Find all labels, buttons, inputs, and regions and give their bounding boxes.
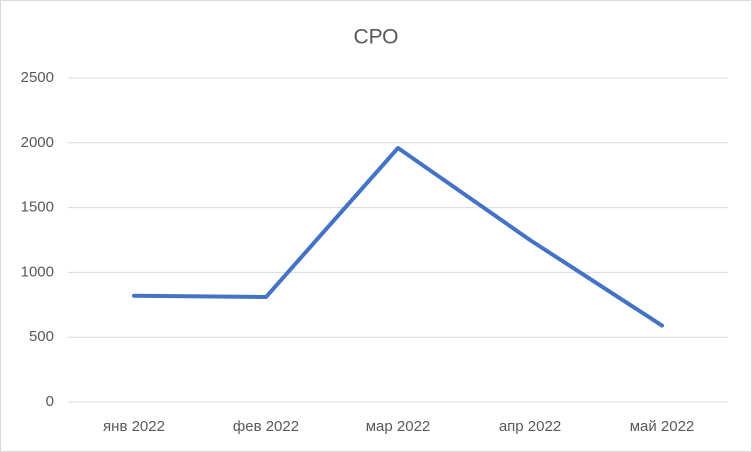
x-tick-label: янв 2022: [103, 418, 165, 435]
y-tick-label: 1500: [21, 199, 54, 216]
y-tick-label: 1000: [21, 263, 54, 280]
chart-title: СРО: [353, 26, 398, 49]
y-tick-label: 2500: [21, 69, 54, 86]
y-tick-label: 500: [29, 328, 54, 345]
data-line: [132, 145, 664, 328]
x-tick-label: фев 2022: [233, 418, 299, 435]
x-tick-label: май 2022: [630, 418, 695, 435]
y-tick-label: 2000: [21, 134, 54, 151]
y-tick-label: 0: [46, 393, 54, 410]
x-tick-label: мар 2022: [366, 418, 431, 435]
x-tick-label: апр 2022: [499, 418, 561, 435]
